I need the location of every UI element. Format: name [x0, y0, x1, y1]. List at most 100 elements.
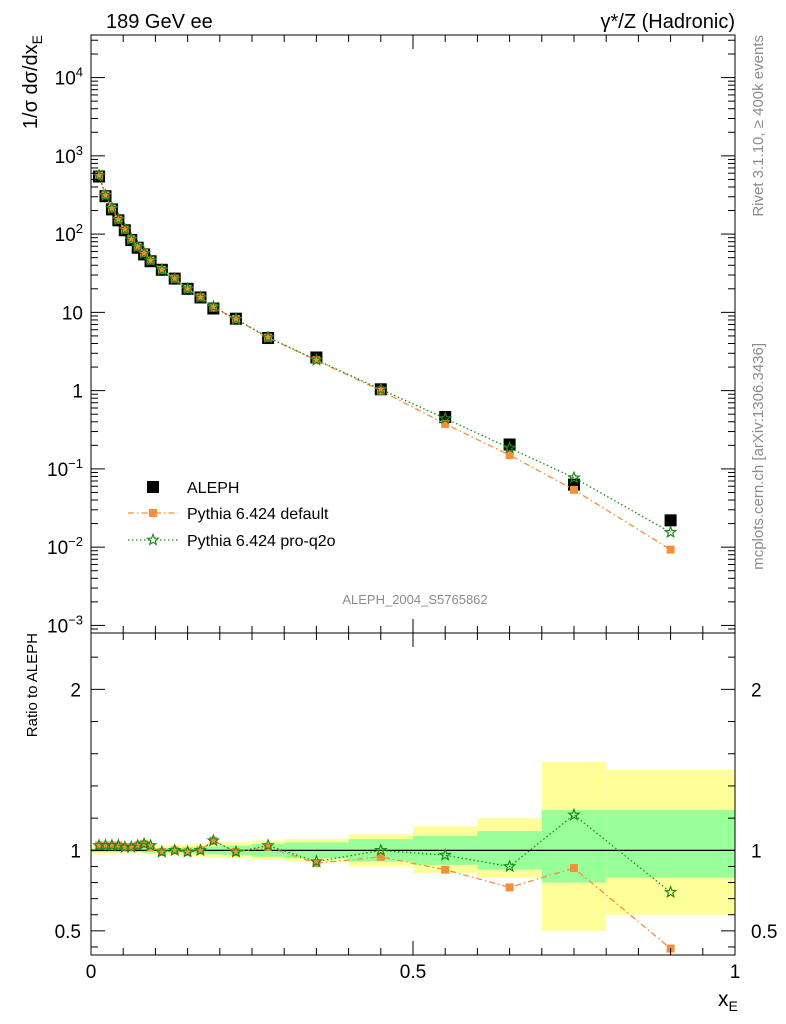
default-point — [101, 191, 110, 200]
default-point — [376, 386, 385, 395]
default-point — [146, 256, 155, 265]
ratio-plot-panel: 2 21 10.5 0.50 0.5 1 Ratio to ALEPH xE — [24, 632, 777, 1014]
legend-pro-q2o-marker — [146, 532, 160, 546]
default-point — [505, 451, 514, 460]
ratio-y-tick-label: 0.5 — [55, 922, 81, 943]
pro-q2o-point — [567, 470, 581, 484]
main-y-tick-label: 103 — [55, 143, 83, 168]
pro-q2o-point — [98, 188, 113, 202]
rivet-version-label: Rivet 3.1.10, ≥ 400k events — [750, 35, 767, 217]
pro-q2o-point — [92, 168, 106, 182]
pro-q2o-point — [105, 201, 119, 215]
default-ratio-point — [376, 852, 385, 861]
ratio-y-tick-label: 1 — [70, 841, 81, 862]
main-y-axis-label-text: 1/σ dσ/dxE — [20, 35, 45, 129]
default-point — [107, 204, 116, 213]
pro-q2o-point — [206, 299, 221, 313]
pro-q2o-point — [663, 525, 678, 539]
pro-q2o-ratio-point — [309, 854, 324, 868]
x-tick-label: 0 — [86, 962, 97, 983]
analysis-watermark: ALEPH_2004_S5765862 — [342, 592, 487, 607]
ratio-y-tick-label-right: 1 — [751, 841, 762, 862]
default-point — [196, 293, 205, 302]
ratio-y-tick-label-right: 0.5 — [751, 922, 777, 943]
pro-q2o-point — [193, 290, 208, 304]
default-point — [170, 274, 179, 283]
default-line — [98, 175, 671, 551]
legend: ALEPH Pythia 6.424 default Pythia 6.424 pr… — [128, 480, 336, 550]
pro-q2o-ratio-point — [143, 838, 158, 852]
pro-q2o-ratio-point — [229, 844, 243, 858]
default-ratio-point — [120, 843, 129, 852]
default-point — [570, 485, 578, 494]
legend-label: Pythia 6.424 default — [187, 506, 329, 523]
pro-q2o-ratio-point — [567, 807, 581, 821]
ratio-y-axis-label: Ratio to ALEPH — [24, 633, 41, 737]
pro-q2o-point — [438, 411, 453, 425]
default-point — [133, 242, 142, 251]
default-ratio-point — [133, 841, 142, 850]
main-y-tick-label: 10−3 — [47, 612, 83, 637]
header-right: γ*/Z (Hadronic) — [601, 11, 735, 33]
default-ratio-point — [170, 846, 179, 855]
pro-q2o-point — [261, 330, 275, 344]
default-point — [231, 315, 240, 324]
pro-q2o-ratio-point — [206, 833, 221, 847]
main-y-tick-label: 104 — [55, 65, 83, 90]
default-point — [441, 419, 450, 428]
pro-q2o-ratio-point — [663, 885, 678, 899]
default-ratio-point — [209, 836, 218, 845]
default-point — [114, 215, 123, 224]
default-ratio-point — [114, 841, 123, 850]
main-y-tick-label: 1 — [72, 382, 83, 403]
pro-q2o-ratio-line — [99, 814, 672, 893]
pro-q2o-point — [502, 440, 517, 454]
pro-q2o-ratio-point — [167, 843, 182, 857]
default-ratio-point — [505, 883, 514, 892]
default-ratio-point — [95, 841, 104, 850]
ratio-y-tick-label: 2 — [70, 680, 81, 701]
pro-q2o-point — [154, 262, 169, 276]
aleph-point — [503, 438, 516, 451]
default-point — [312, 356, 321, 365]
pro-q2o-point — [373, 382, 388, 396]
mcplots-label: mcplots.cern.ch [arXiv:1306.3436] — [750, 343, 767, 570]
default-point — [157, 265, 166, 274]
legend-aleph-marker — [147, 481, 159, 493]
main-y-tick-label: 10−1 — [47, 456, 83, 481]
default-point — [264, 333, 273, 342]
pro-q2o-ratio-point — [261, 838, 275, 852]
aleph-point — [664, 514, 677, 527]
pro-q2o-point — [309, 352, 324, 366]
default-ratio-point — [157, 847, 166, 856]
pro-q2o-ratio-point — [193, 843, 208, 857]
default-point — [209, 303, 218, 312]
pro-q2o-point — [117, 222, 132, 236]
default-ratio-point — [441, 865, 450, 874]
pro-q2o-ratio-point — [111, 838, 126, 852]
pro-q2o-point — [229, 311, 243, 326]
default-ratio-point — [183, 847, 192, 856]
header-left: 189 GeV ee — [106, 11, 213, 33]
default-point — [95, 171, 104, 180]
x-axis-label-text: xE — [718, 988, 738, 1014]
pro-q2o-point — [130, 239, 145, 253]
main-y-tick-label: 102 — [55, 221, 83, 246]
default-ratio-point — [570, 864, 578, 873]
default-point — [120, 225, 129, 234]
default-ratio-point — [196, 846, 205, 855]
legend-label: ALEPH — [187, 480, 239, 497]
ratio-y-tick-label-right: 2 — [751, 680, 762, 701]
pro-q2o-point — [124, 231, 139, 246]
pro-q2o-point — [167, 271, 182, 285]
pro-q2o-ratio-point — [373, 843, 388, 857]
default-ratio-point — [127, 843, 136, 852]
pro-q2o-ratio-point — [438, 848, 453, 861]
x-tick-label: 0.5 — [400, 962, 426, 983]
legend-default-marker — [149, 509, 157, 517]
pro-q2o-ratio-point — [154, 844, 169, 858]
pro-q2o-ratio-point — [502, 859, 517, 873]
pro-q2o-ratio-point — [180, 844, 195, 858]
